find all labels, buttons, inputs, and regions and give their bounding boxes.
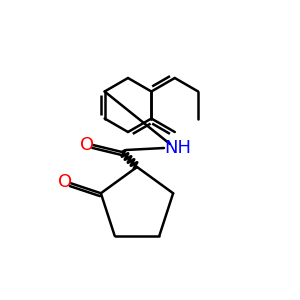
Text: NH: NH [164, 139, 191, 157]
Text: O: O [80, 136, 94, 154]
Text: O: O [58, 173, 72, 191]
